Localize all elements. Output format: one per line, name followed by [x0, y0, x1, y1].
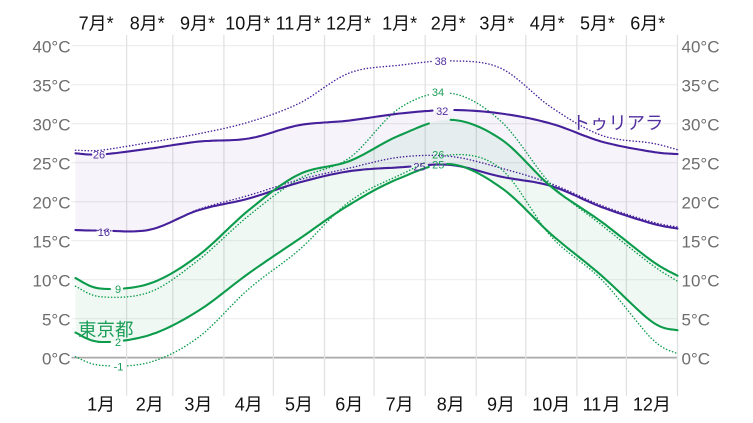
svg-text:35°C: 35°C [682, 77, 720, 96]
svg-text:12: 12 [326, 14, 346, 34]
svg-text:8: 8 [130, 14, 140, 34]
svg-text:20°C: 20°C [682, 194, 720, 213]
svg-text:*: * [314, 14, 321, 34]
svg-text:11: 11 [583, 395, 602, 415]
svg-text:35°C: 35°C [33, 77, 71, 96]
svg-text:11: 11 [276, 14, 295, 34]
svg-text:15°C: 15°C [682, 232, 720, 251]
svg-text:9: 9 [487, 395, 497, 415]
svg-text:10°C: 10°C [682, 271, 720, 290]
svg-text:5: 5 [285, 395, 295, 415]
svg-text:30°C: 30°C [33, 116, 71, 135]
svg-text:8: 8 [437, 395, 447, 415]
svg-text:20°C: 20°C [33, 194, 71, 213]
svg-text:*: * [208, 14, 215, 34]
svg-text:10: 10 [225, 14, 245, 34]
svg-text:*: * [158, 14, 165, 34]
svg-text:30°C: 30°C [682, 116, 720, 135]
svg-text:34: 34 [432, 87, 444, 99]
svg-text:2: 2 [115, 337, 121, 349]
svg-text:9: 9 [115, 284, 121, 296]
svg-text:*: * [459, 14, 466, 34]
svg-text:*: * [410, 14, 417, 34]
svg-text:*: * [658, 14, 665, 34]
svg-text:7: 7 [79, 14, 89, 34]
svg-text:2: 2 [136, 395, 146, 415]
svg-text:32: 32 [436, 106, 448, 118]
svg-text:25°C: 25°C [682, 155, 720, 174]
svg-text:16: 16 [98, 227, 110, 239]
svg-text:*: * [364, 14, 371, 34]
svg-text:15°C: 15°C [33, 232, 71, 251]
svg-text:3: 3 [184, 395, 194, 415]
svg-text:5: 5 [580, 14, 590, 34]
svg-text:2: 2 [431, 14, 441, 34]
svg-text:9: 9 [180, 14, 190, 34]
svg-text:10°C: 10°C [33, 271, 71, 290]
svg-text:26: 26 [93, 150, 105, 162]
svg-text:4: 4 [530, 14, 540, 34]
svg-text:4: 4 [235, 395, 245, 415]
svg-text:12: 12 [633, 395, 653, 415]
svg-text:*: * [558, 14, 565, 34]
svg-text:1: 1 [87, 395, 97, 415]
svg-text:0°C: 0°C [682, 349, 711, 368]
svg-text:26: 26 [432, 150, 444, 162]
svg-text:40°C: 40°C [33, 38, 71, 57]
svg-text:*: * [608, 14, 615, 34]
svg-text:*: * [107, 14, 114, 34]
svg-text:5°C: 5°C [682, 310, 711, 329]
svg-text:38: 38 [435, 56, 447, 68]
svg-text:7: 7 [386, 395, 396, 415]
svg-text:25°C: 25°C [33, 155, 71, 174]
svg-text:6: 6 [335, 395, 345, 415]
svg-text:*: * [507, 14, 514, 34]
svg-text:1: 1 [382, 14, 392, 34]
svg-text:3: 3 [479, 14, 489, 34]
svg-text:25: 25 [413, 162, 425, 174]
svg-text:40°C: 40°C [682, 38, 720, 57]
svg-text:*: * [263, 14, 270, 34]
svg-text:0°C: 0°C [42, 349, 71, 368]
svg-text:6: 6 [630, 14, 640, 34]
svg-text:5°C: 5°C [42, 310, 71, 329]
svg-text:-1: -1 [114, 361, 124, 373]
svg-text:25: 25 [432, 160, 444, 172]
svg-text:10: 10 [532, 395, 552, 415]
